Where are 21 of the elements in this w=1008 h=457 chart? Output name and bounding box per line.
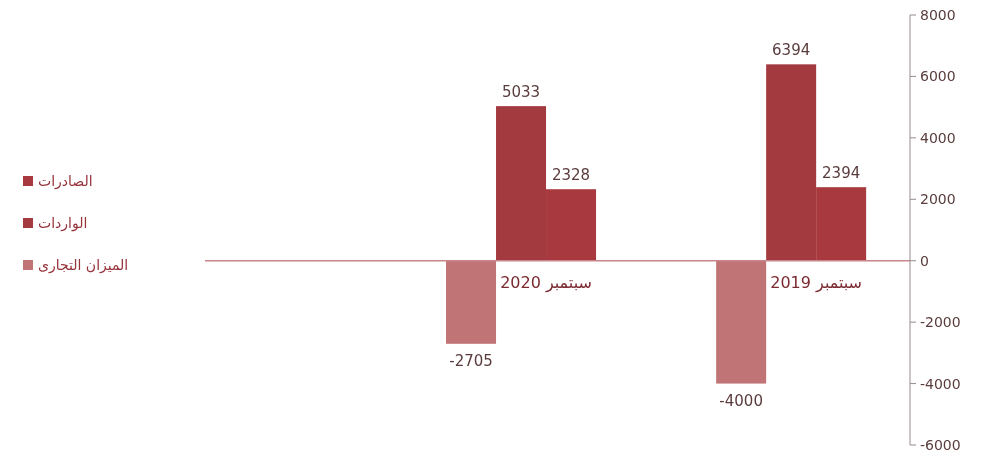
data-label: -4000 xyxy=(719,391,763,410)
legend-label: الصادرات xyxy=(38,173,93,190)
bar xyxy=(716,260,767,384)
data-label: 5033 xyxy=(501,83,541,102)
legend-label: الواردات xyxy=(38,215,88,232)
y-tick-label: 4000 xyxy=(920,129,956,146)
y-tick-label: -2000 xyxy=(920,314,961,331)
data-label: 6394 xyxy=(772,41,811,60)
data-label: 2394 xyxy=(822,164,861,183)
y-tick-label: -6000 xyxy=(920,437,961,453)
x-tick-label: سبتمبر 2020 xyxy=(500,272,592,293)
y-tick-label: 6000 xyxy=(920,68,956,85)
bar xyxy=(446,260,497,344)
y-tick-label: 2000 xyxy=(920,191,956,208)
data-label: -2705 xyxy=(449,351,493,370)
y-tick-label: -4000 xyxy=(920,375,961,392)
y-tick-label: 0 xyxy=(920,252,929,269)
y-tick-label: 8000 xyxy=(920,7,956,23)
data-label: 2328 xyxy=(551,166,591,185)
x-tick-label: سبتمبر 2019 xyxy=(770,272,863,293)
legend-label: الميزان التجارى xyxy=(38,257,129,274)
